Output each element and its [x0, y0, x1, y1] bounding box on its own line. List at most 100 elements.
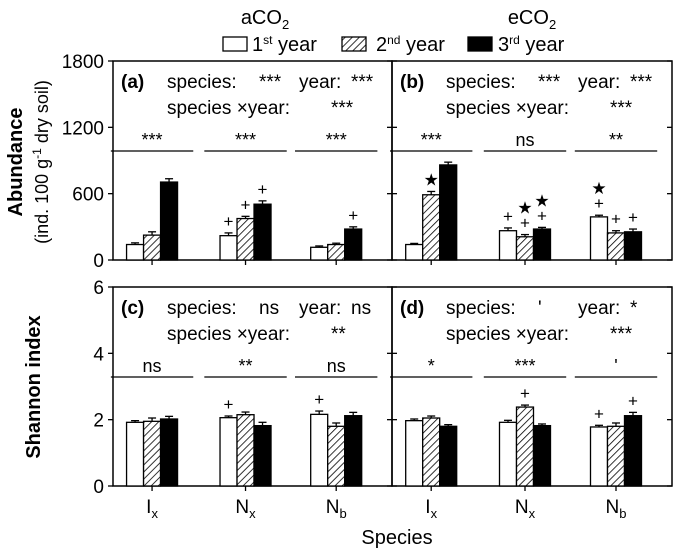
y-tick-label: 1800 [62, 52, 104, 73]
post-hoc-mark: ★ [591, 179, 606, 198]
stat-year-label: year: [299, 298, 341, 319]
stat-species-value: *** [538, 72, 561, 93]
stat-year-value: ns [351, 298, 371, 319]
bar-1 [589, 216, 609, 261]
xlabel: Species [361, 527, 432, 549]
stat-year-value: *** [351, 72, 374, 93]
bar-1 [498, 421, 518, 487]
bar-1 [125, 243, 145, 261]
post-hoc-mark: + [258, 180, 268, 199]
group-sig-label: ns [143, 356, 162, 376]
x-category-label: Nb [326, 497, 347, 521]
legend: 1st year 2nd year 3rd year [222, 33, 565, 56]
post-hoc-mark: + [224, 212, 234, 231]
bar-1 [405, 420, 424, 487]
y-tick-label: 2 [93, 411, 104, 432]
ylabel-abundance-units: (ind. 100 g-1 dry soil) [30, 80, 52, 244]
bar-3 [159, 418, 179, 487]
legend-swatch-year1 [222, 36, 248, 52]
bar-1 [310, 413, 329, 487]
post-hoc-mark: ★ [517, 199, 532, 218]
bar-3 [439, 164, 458, 261]
group-sig-label: *** [326, 130, 347, 150]
stat-year-label: year: [578, 72, 620, 93]
post-hoc-mark: + [628, 391, 638, 410]
legend-label-year1: 1st year [252, 33, 317, 56]
stat-year-label: year: [578, 298, 620, 319]
post-hoc-mark: + [611, 210, 621, 229]
x-category-label: Nb [606, 497, 627, 521]
stat-interaction-value: *** [331, 98, 354, 119]
y-tick-label: 600 [72, 185, 104, 206]
post-hoc-mark: + [503, 207, 513, 226]
group-sig-label: *** [514, 356, 535, 376]
group-sig-label: *** [142, 130, 163, 150]
group-sig-label: ns [327, 356, 346, 376]
header-eco2: eCO2 [508, 7, 556, 32]
x-category-label: Ix [146, 497, 158, 521]
ylabel-shannon: Shannon index [23, 315, 45, 458]
y-tick-label: 6 [93, 278, 104, 299]
stat-interaction-value: ** [331, 324, 346, 345]
legend-swatch-year2 [341, 36, 367, 52]
bar-3 [623, 231, 643, 261]
bar-2 [515, 406, 535, 487]
x-category-label: Nx [235, 497, 256, 521]
bar-3 [253, 203, 272, 261]
stat-interaction-value: *** [610, 324, 633, 345]
stat-year-value: *** [630, 72, 653, 93]
stat-species-value: ns [259, 298, 279, 319]
post-hoc-mark: + [594, 404, 604, 423]
bar-3 [344, 228, 363, 261]
stat-year-label: year: [299, 72, 341, 93]
stat-year-value: * [630, 298, 638, 319]
bar-2 [236, 414, 255, 487]
bar-2 [606, 425, 626, 487]
stat-species-label: species: [446, 298, 516, 319]
group-sig-label: ** [609, 130, 623, 150]
panel-label: (a) [121, 72, 144, 93]
bar-1 [405, 243, 424, 261]
bar-3 [159, 181, 179, 261]
bar-2 [142, 234, 162, 261]
panel-label: (d) [400, 298, 424, 319]
bar-1 [125, 421, 145, 487]
panel-d: (d) species: ' year: *species ×year: ****Ix+*… [390, 286, 673, 521]
stat-interaction-label: species ×year: [446, 98, 569, 119]
y-tick-label: 4 [93, 344, 104, 365]
post-hoc-mark: + [241, 195, 251, 214]
stat-species-value: *** [259, 72, 282, 93]
post-hoc-mark: + [594, 194, 604, 213]
post-hoc-mark: ★ [424, 170, 439, 189]
y-tick-label: 0 [93, 477, 104, 498]
stat-interaction-label: species ×year: [167, 98, 290, 119]
bar-1 [219, 417, 238, 487]
group-sig-label: *** [421, 130, 442, 150]
post-hoc-mark: + [520, 214, 530, 233]
bar-1 [310, 246, 329, 261]
ylabel-abundance: Abundance [5, 108, 27, 217]
post-hoc-mark: ★ [534, 191, 549, 210]
bar-1 [589, 426, 609, 487]
x-category-label: Nx [515, 497, 536, 521]
group-sig-label: *** [235, 130, 256, 150]
legend-swatch-year3 [467, 36, 493, 52]
y-tick-label: 0 [93, 251, 104, 272]
stat-species-label: species: [167, 298, 237, 319]
legend-label-year3: 3rd year [498, 33, 565, 56]
y-tick-label: 1200 [62, 118, 104, 139]
x-category-label: Ix [425, 497, 437, 521]
bar-2 [327, 425, 346, 487]
post-hoc-mark: + [314, 390, 324, 409]
bar-3 [344, 415, 363, 487]
bar-3 [532, 424, 552, 487]
bar-1 [219, 235, 238, 261]
panel-b: (b) species: *** year: ***species ×year: ***★… [390, 60, 673, 265]
post-hoc-mark: + [520, 384, 530, 403]
group-sig-label: ns [515, 130, 534, 150]
stat-interaction-value: *** [610, 98, 633, 119]
